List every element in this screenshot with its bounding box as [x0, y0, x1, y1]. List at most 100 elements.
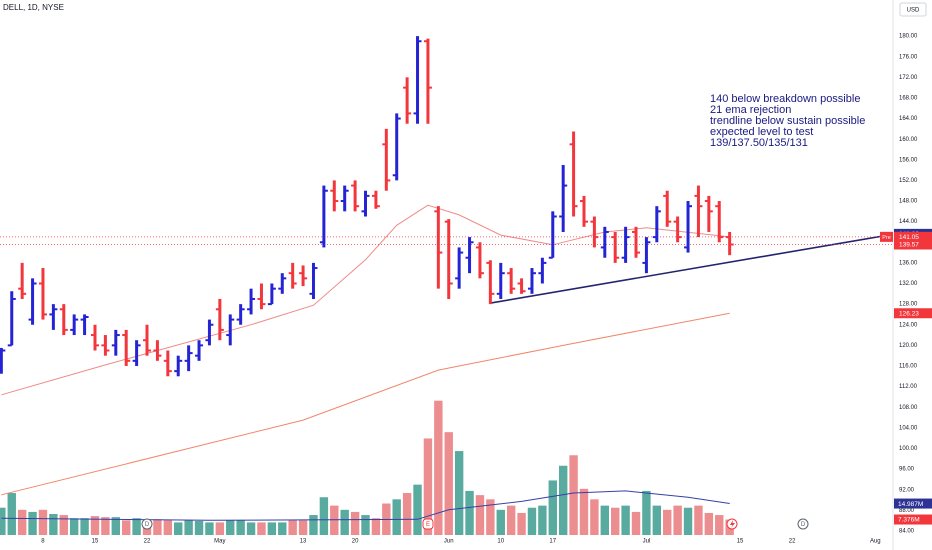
y-tick-label: 112.00: [899, 384, 918, 390]
volume-bar: [122, 520, 131, 535]
y-tick-label: 152.00: [899, 178, 918, 184]
volume-bar: [205, 522, 214, 535]
y-tick-label: 124.00: [899, 322, 918, 328]
volume-bar: [350, 511, 360, 535]
x-tick-label: 17: [549, 539, 556, 545]
volume-bar: [413, 484, 422, 535]
x-tick-label: Aug: [870, 539, 881, 545]
x-tick-label: May: [214, 539, 225, 545]
overlay-line: [1, 312, 730, 496]
volume-bar: [569, 455, 578, 535]
volume-bar: [319, 497, 329, 535]
volume-bar: [527, 507, 537, 535]
y-tick-label: 88.00: [899, 508, 915, 514]
event-marker[interactable]: [141, 518, 153, 530]
volume-bar: [132, 518, 141, 535]
annotation-line: expected level to test: [710, 126, 813, 138]
event-marker[interactable]: [422, 518, 434, 530]
volume-bar: [673, 505, 682, 535]
volume-bar: [28, 511, 37, 535]
y-tick-label: 164.00: [899, 116, 918, 122]
y-tick-label: 100.00: [899, 446, 918, 452]
volume-bar: [506, 505, 516, 535]
price-tag-label: 126.23: [899, 310, 919, 317]
currency-box[interactable]: [899, 2, 927, 17]
volume-bar: [517, 512, 526, 535]
y-tick-label: 92.00: [899, 487, 915, 493]
volume-bar: [621, 505, 630, 535]
volume-bar: [434, 400, 443, 535]
volume-bar: [49, 514, 58, 535]
volume-bar: [402, 493, 412, 535]
volume-bar: [0, 507, 6, 535]
price-tag-label: 139.57: [899, 242, 919, 249]
volume-bar: [423, 438, 433, 535]
y-tick-label: 160.00: [899, 137, 918, 143]
price-tag-prefix-box: [880, 231, 893, 242]
event-icon: [730, 520, 735, 528]
x-tick-label: 20: [352, 539, 359, 545]
event-marker[interactable]: [797, 518, 809, 530]
volume-bar: [80, 518, 89, 535]
x-tick-label: 22: [789, 539, 796, 545]
volume-bar: [309, 515, 318, 535]
y-tick-label: 168.00: [899, 96, 918, 102]
volume-bar: [7, 493, 16, 535]
volume-bar: [444, 432, 453, 535]
price-axis: [893, 0, 932, 550]
y-tick-label: 180.00: [899, 34, 918, 40]
y-tick-label: 156.00: [899, 157, 918, 163]
price-tag-prefix: Pre: [882, 235, 891, 241]
volume-bar: [454, 451, 464, 535]
price-axis-labels: 84.00 88.00 92.00 96.00 100.00 104.00 108.00 11…: [899, 34, 918, 535]
volume-bar: [278, 522, 287, 535]
volume-bar: [288, 520, 297, 535]
y-tick-label: 176.00: [899, 54, 918, 60]
y-tick-label: 148.00: [899, 199, 918, 205]
x-tick-label: 15: [737, 539, 744, 545]
volume-tag-label: 14.987M: [898, 501, 923, 508]
volume-bar: [663, 509, 672, 535]
x-tick-label: 8: [41, 539, 45, 545]
chart-title: DELL, 1D, NYSE: [3, 3, 64, 12]
volume-bar: [38, 509, 48, 535]
volume-bar: [704, 512, 714, 535]
volume-tag: [894, 498, 932, 509]
volume-bar: [184, 520, 193, 535]
volume-bar: [69, 518, 79, 535]
y-tick-label: 132.00: [899, 281, 918, 287]
volume-bar: [558, 465, 568, 535]
y-tick-label: 104.00: [899, 425, 918, 431]
y-tick-label: 108.00: [899, 405, 918, 411]
volume-tag-label: 7.376M: [898, 517, 920, 524]
overlay-line: [1, 490, 730, 521]
volume-bar: [642, 490, 651, 535]
volume-bar: [683, 507, 693, 535]
volume-bar: [236, 520, 245, 535]
time-axis: 8 15 22 May 13 20 Jun 10 17 Jul 15 22 Aug: [41, 539, 880, 545]
annotation-line: trendline below sustain possible: [710, 115, 865, 127]
volume-tag: [894, 514, 932, 525]
volume-bar: [392, 499, 401, 535]
volume-bar: [694, 505, 703, 535]
volume-bar: [475, 495, 485, 535]
overlay-line: [490, 233, 896, 304]
x-tick-label: Jul: [643, 539, 651, 545]
annotation-line: 140 below breakdown possible: [710, 93, 860, 105]
price-tag: [894, 231, 932, 242]
event-label: D: [801, 522, 806, 528]
event-markers: D E D: [141, 518, 809, 530]
volume-bar: [215, 522, 225, 535]
y-tick-label: 144.00: [899, 219, 918, 225]
volume-bar: [226, 520, 235, 535]
volume-bar: [257, 522, 266, 535]
x-tick-label: 15: [92, 539, 99, 545]
annotation: 140 below breakdown possible 21 ema reje…: [710, 93, 865, 149]
y-tick-label: 84.00: [899, 529, 915, 535]
price-tag: [894, 308, 932, 319]
annotation-line: 139/137.50/135/131: [710, 137, 808, 149]
x-tick-label: 13: [300, 539, 307, 545]
price-layer: [0, 36, 734, 377]
